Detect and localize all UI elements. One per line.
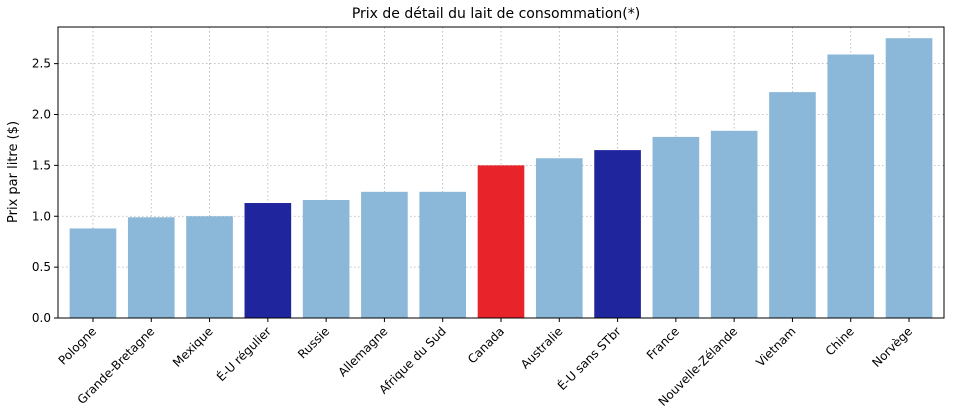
bar-mexique bbox=[186, 216, 233, 318]
x-tick-label: Allemagne bbox=[335, 324, 390, 379]
y-tick-label: 1.5 bbox=[32, 158, 51, 172]
bars-layer bbox=[69, 38, 933, 319]
x-tick-label: Pologne bbox=[56, 324, 99, 367]
bar-é-u-régulier bbox=[244, 203, 292, 318]
x-tick-label: France bbox=[644, 324, 682, 362]
plot-frame bbox=[57, 26, 945, 319]
bar-é-u-sans-stbr bbox=[594, 150, 641, 318]
y-tick-label: 1.0 bbox=[32, 209, 51, 223]
bar-afrique-du-sud bbox=[419, 191, 467, 318]
x-tick-label: Vietnam bbox=[753, 324, 798, 369]
x-tick-label: Russie bbox=[295, 324, 332, 361]
bar-australie bbox=[535, 158, 583, 318]
x-tick-label: Chine bbox=[823, 324, 857, 358]
bar-vietnam bbox=[769, 92, 816, 318]
bar-allemagne bbox=[361, 191, 408, 318]
bar-canada bbox=[477, 165, 525, 318]
y-tick-label: 2.5 bbox=[32, 57, 51, 71]
y-tick-label: 0.0 bbox=[32, 311, 51, 325]
x-tick-label: Norvège bbox=[869, 324, 915, 370]
x-tick-label: Mexique bbox=[170, 324, 216, 370]
bar-grande-bretagne bbox=[127, 217, 175, 318]
bar-france bbox=[652, 136, 700, 318]
bar-nouvelle-zélande bbox=[710, 130, 758, 318]
y-tick-label: 0.5 bbox=[32, 260, 51, 274]
bar-chine bbox=[827, 54, 875, 319]
y-tick-label: 2.0 bbox=[32, 108, 51, 122]
bar-norvège bbox=[885, 38, 933, 318]
x-tick-label: É-U régulier bbox=[213, 323, 274, 384]
bar-pologne bbox=[69, 228, 117, 318]
x-tick-label: Australie bbox=[518, 324, 565, 371]
chart-title: Prix de détail du lait de consommation(*… bbox=[352, 6, 640, 22]
y-axis-label: Prix par litre ($) bbox=[6, 121, 21, 223]
bar-russie bbox=[302, 199, 350, 318]
x-tick-label: Canada bbox=[465, 324, 507, 366]
